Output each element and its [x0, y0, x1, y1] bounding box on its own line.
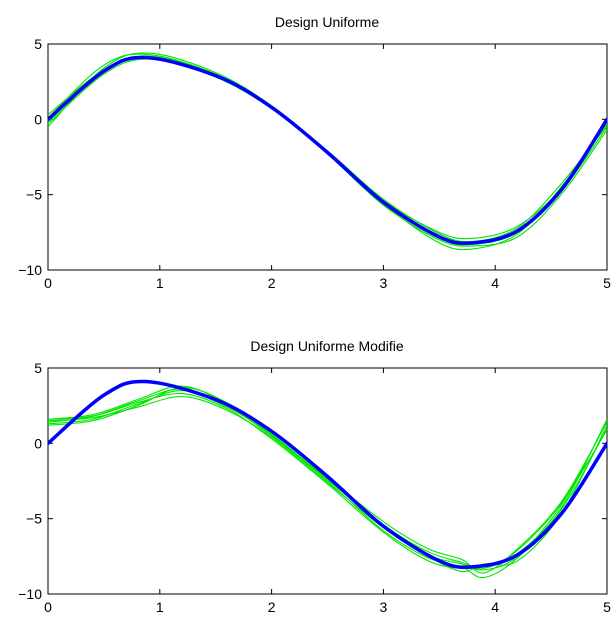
chart-panel-design-uniforme-modifie: Design Uniforme Modifie 0 1 2 3 4 5 5 0 −5 −10 [18, 338, 611, 615]
x-tick-label: 4 [491, 599, 499, 615]
y-tick-label: 0 [34, 435, 42, 451]
y-tick-label: −10 [18, 262, 42, 278]
x-tick-label: 2 [268, 599, 276, 615]
series-group [48, 52, 607, 251]
estimate-curve-3 [48, 396, 607, 573]
x-tick-label: 5 [603, 599, 611, 615]
chart-panel-design-uniforme: Design Uniforme 0 1 2 3 4 5 5 0 −5 −10 [18, 14, 611, 291]
x-tick-label: 3 [380, 275, 388, 291]
true-function-curve [48, 55, 607, 246]
estimate-curve-2 [48, 55, 607, 243]
true-function-curve [48, 379, 607, 570]
plot-area-frame [47, 367, 608, 595]
y-tick-label: 5 [34, 360, 42, 376]
y-tick-label: −5 [26, 187, 42, 203]
y-tick-label: −10 [18, 586, 42, 602]
x-tick-label: 1 [156, 599, 164, 615]
chart-title: Design Uniforme Modifie [250, 338, 403, 354]
y-tick-label: 0 [34, 111, 42, 127]
estimate-curve-1 [48, 385, 607, 579]
estimate-curve-6 [48, 387, 607, 571]
x-tick-label: 3 [380, 599, 388, 615]
y-tick-label: −5 [26, 511, 42, 527]
chart-title: Design Uniforme [275, 14, 379, 30]
x-tick-label: 0 [44, 599, 52, 615]
x-tick-label: 0 [44, 275, 52, 291]
y-tick-label: 5 [34, 36, 42, 52]
estimate-curve-4 [48, 53, 607, 240]
x-tick-label: 5 [603, 275, 611, 291]
series-group [48, 379, 607, 579]
x-tick-label: 1 [156, 275, 164, 291]
estimate-curve-4 [48, 388, 607, 574]
x-tick-label: 2 [268, 275, 276, 291]
plot-area-frame [47, 43, 608, 271]
x-tick-label: 4 [491, 275, 499, 291]
